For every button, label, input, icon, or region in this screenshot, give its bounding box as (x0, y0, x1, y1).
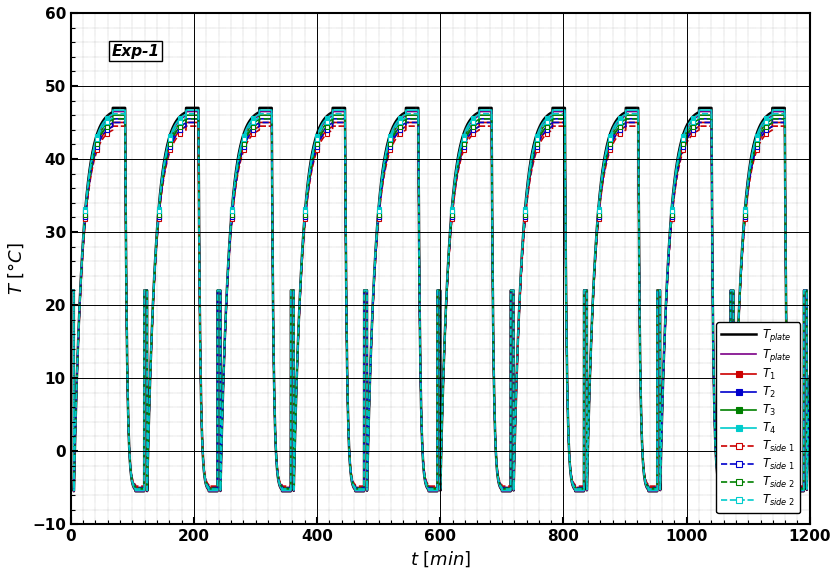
Text: Exp-1: Exp-1 (111, 44, 159, 59)
Y-axis label: $T\ [°C]$: $T\ [°C]$ (7, 242, 27, 295)
Legend: $T_{plate}$, $T_{plate}$, $T_{1}$, $T_{2}$, $T_{3}$, $T_{4}$, $T_{side\ 1}$, $T_: $T_{plate}$, $T_{plate}$, $T_{1}$, $T_{2… (716, 323, 800, 513)
X-axis label: $t\ [min]$: $t\ [min]$ (410, 550, 471, 569)
